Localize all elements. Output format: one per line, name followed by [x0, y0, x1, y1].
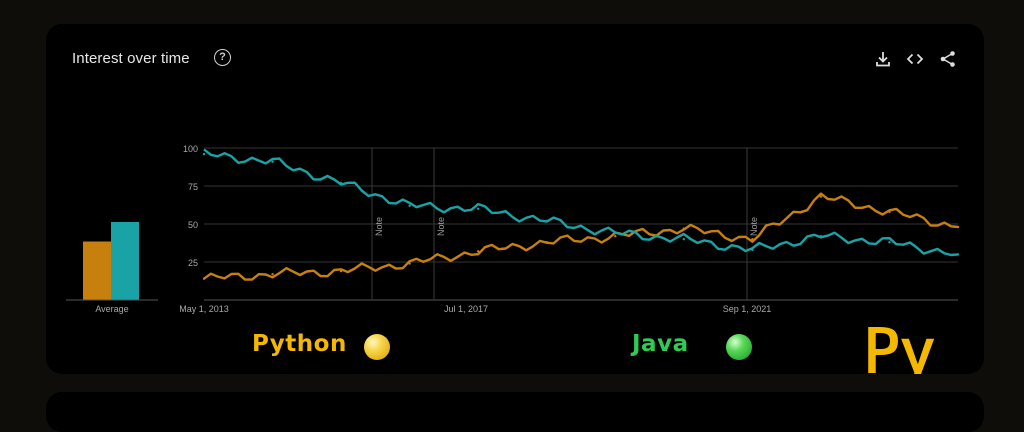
py-logo-text: Py — [862, 320, 936, 374]
chart-title: Interest over time — [72, 50, 190, 67]
average-bar-java — [111, 222, 139, 300]
data-point-python — [545, 241, 548, 244]
data-point-python — [339, 269, 343, 273]
y-tick-label: 75 — [188, 182, 198, 192]
y-tick-label: 100 — [183, 144, 198, 154]
data-point-java — [271, 160, 274, 163]
data-point-python — [751, 238, 754, 241]
data-point-java — [339, 181, 343, 185]
data-point-java — [956, 253, 960, 256]
legend-python-label: Python — [252, 331, 347, 357]
legend-java-label: Java — [632, 331, 689, 357]
data-point-python — [476, 250, 480, 253]
x-tick-label: Jul 1, 2017 — [444, 304, 488, 314]
series-line-python — [203, 192, 959, 281]
data-point-python — [682, 227, 686, 230]
data-point-python — [888, 210, 891, 214]
data-point-python — [202, 277, 206, 280]
data-point-java — [682, 238, 686, 241]
data-point-java — [751, 248, 754, 252]
interest-over-time-card: Interest over time ? Average 25 50 75 100 N… — [46, 24, 984, 374]
note-marker-label: Note — [436, 217, 446, 236]
note-marker-label: Note — [374, 217, 384, 236]
data-point-python — [271, 272, 274, 276]
help-icon[interactable]: ? — [214, 49, 231, 66]
embed-code-icon[interactable] — [906, 50, 924, 68]
next-card — [46, 392, 984, 432]
data-point-java — [476, 207, 480, 210]
data-point-java — [888, 241, 891, 244]
data-point-python — [956, 225, 960, 229]
note-markers: Note Note Note — [371, 148, 759, 300]
chart-area: Average 25 50 75 100 Note Note Note May 1, 20… — [66, 144, 960, 314]
data-point-python — [614, 234, 617, 238]
line-series — [202, 148, 960, 281]
py-logo: Py — [861, 320, 941, 374]
average-bar-python — [83, 241, 111, 300]
y-tick-label: 25 — [188, 258, 198, 268]
data-point-python — [408, 262, 411, 265]
data-point-python — [819, 195, 823, 198]
average-bar-chart — [83, 222, 139, 300]
x-tick-label: May 1, 2013 — [179, 304, 229, 314]
x-tick-label: Sep 1, 2021 — [723, 304, 772, 314]
java-green-circle-icon — [726, 334, 752, 360]
data-point-java — [545, 219, 548, 223]
line-chart-grid: 25 50 75 100 — [183, 144, 958, 301]
y-tick-label: 50 — [188, 220, 198, 230]
note-marker-label: Note — [749, 217, 759, 236]
data-point-java — [819, 234, 823, 238]
download-icon[interactable] — [874, 50, 892, 68]
share-icon[interactable] — [939, 50, 957, 68]
data-point-java — [202, 152, 206, 156]
average-label: Average — [95, 304, 128, 314]
python-yellow-circle-icon — [364, 334, 390, 360]
data-point-java — [614, 231, 617, 235]
data-point-java — [408, 204, 411, 207]
x-axis-ticks: May 1, 2013 Jul 1, 2017 Sep 1, 2021 — [179, 304, 771, 314]
series-line-java — [203, 148, 959, 257]
